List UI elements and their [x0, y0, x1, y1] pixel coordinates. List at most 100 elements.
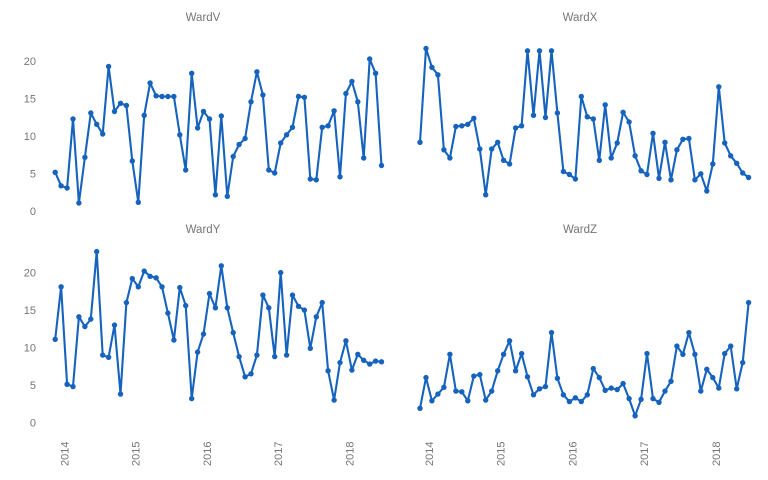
- data-point-marker: [325, 123, 331, 129]
- data-point-marker: [602, 387, 608, 393]
- data-point-marker: [171, 93, 177, 100]
- data-point-marker: [123, 102, 130, 109]
- data-point-marker: [355, 351, 361, 357]
- data-point-marker: [283, 132, 290, 138]
- chart-title: WardX: [563, 12, 598, 24]
- data-point-marker: [656, 175, 662, 181]
- data-point-marker: [572, 395, 579, 401]
- data-point-marker: [76, 314, 82, 320]
- data-point-marker: [608, 155, 614, 161]
- data-point-marker: [483, 192, 489, 198]
- data-point-marker: [710, 161, 716, 167]
- data-point-marker: [64, 381, 70, 387]
- y-tick-label: 0: [30, 417, 36, 429]
- data-point-marker: [242, 374, 248, 380]
- data-point-marker: [367, 361, 373, 367]
- data-point-marker: [704, 366, 710, 372]
- data-point-marker: [230, 329, 236, 336]
- data-point-marker: [662, 139, 668, 145]
- data-point-marker: [218, 263, 224, 269]
- data-point-marker: [218, 113, 224, 119]
- chart-title: WardV: [186, 12, 221, 24]
- y-tick-label: 15: [24, 305, 36, 317]
- data-point-marker: [100, 352, 106, 358]
- data-point-marker: [94, 121, 100, 128]
- data-point-marker: [596, 374, 602, 381]
- data-point-marker: [88, 316, 94, 322]
- data-point-marker: [626, 395, 632, 402]
- data-point-marker: [355, 99, 361, 105]
- data-point-marker: [58, 284, 64, 290]
- data-point-marker: [590, 365, 596, 372]
- data-point-marker: [141, 112, 147, 119]
- data-point-marker: [117, 100, 124, 107]
- data-point-marker: [524, 48, 531, 54]
- data-point-marker: [248, 371, 254, 377]
- data-point-marker: [686, 329, 692, 336]
- data-point-marker: [698, 171, 704, 177]
- data-point-marker: [349, 78, 355, 85]
- data-point-marker: [518, 350, 525, 357]
- data-point-marker: [716, 385, 722, 391]
- x-tick-label: 2018: [344, 442, 356, 466]
- data-point-marker: [447, 155, 453, 161]
- data-point-marker: [266, 167, 272, 173]
- data-point-marker: [536, 48, 543, 54]
- data-point-marker: [165, 310, 171, 316]
- data-point-marker: [584, 392, 590, 398]
- data-point-marker: [435, 72, 441, 78]
- x-tick-label: 2016: [567, 442, 579, 466]
- y-tick-label: 5: [30, 380, 36, 392]
- data-point-marker: [52, 169, 58, 175]
- y-tick-label: 20: [24, 267, 36, 279]
- data-point-marker: [734, 386, 740, 392]
- data-point-marker: [423, 374, 429, 381]
- data-point-marker: [483, 397, 489, 403]
- data-point-marker: [343, 338, 349, 344]
- data-point-marker: [489, 388, 495, 394]
- data-point-marker: [117, 391, 124, 397]
- data-point-marker: [372, 358, 379, 364]
- data-point-marker: [662, 388, 668, 394]
- data-point-marker: [650, 130, 656, 136]
- data-point-marker: [471, 115, 477, 122]
- chart-wardz: WardZ 2014 2015 2016 2017 2018: [417, 224, 752, 466]
- data-point-marker: [518, 123, 525, 129]
- data-point-marker: [530, 392, 537, 398]
- y-tick-label: 10: [24, 342, 36, 354]
- data-point-marker: [477, 146, 483, 152]
- data-point-marker: [266, 305, 272, 311]
- data-point-marker: [52, 336, 58, 342]
- data-point-marker: [159, 93, 165, 100]
- data-point-marker: [123, 299, 130, 306]
- data-point-marker: [361, 357, 367, 363]
- data-point-marker: [608, 385, 614, 391]
- data-point-marker: [614, 140, 620, 146]
- data-point-marker: [194, 125, 201, 131]
- data-point-marker: [590, 116, 596, 122]
- data-point-marker: [560, 168, 567, 175]
- data-point-marker: [656, 399, 662, 405]
- x-tick-label: 2018: [711, 442, 723, 466]
- data-point-marker: [70, 116, 76, 122]
- data-point-marker: [674, 343, 680, 349]
- data-point-marker: [260, 92, 266, 98]
- data-point-marker: [183, 167, 189, 173]
- data-point-marker: [272, 353, 278, 360]
- data-point-marker: [512, 125, 519, 131]
- data-point-marker: [530, 112, 537, 119]
- data-point-marker: [200, 331, 207, 337]
- data-point-marker: [212, 305, 219, 311]
- y-tick-label: 5: [30, 169, 36, 181]
- data-point-marker: [686, 135, 692, 142]
- x-tick-label: 2014: [60, 442, 72, 466]
- data-point-marker: [566, 398, 573, 405]
- data-point-marker: [254, 69, 260, 75]
- data-point-marker: [337, 174, 343, 180]
- data-point-marker: [596, 157, 602, 163]
- x-tick-label: 2015: [131, 442, 143, 466]
- data-point-marker: [361, 155, 367, 161]
- data-point-marker: [307, 176, 313, 182]
- data-point-marker: [177, 284, 183, 291]
